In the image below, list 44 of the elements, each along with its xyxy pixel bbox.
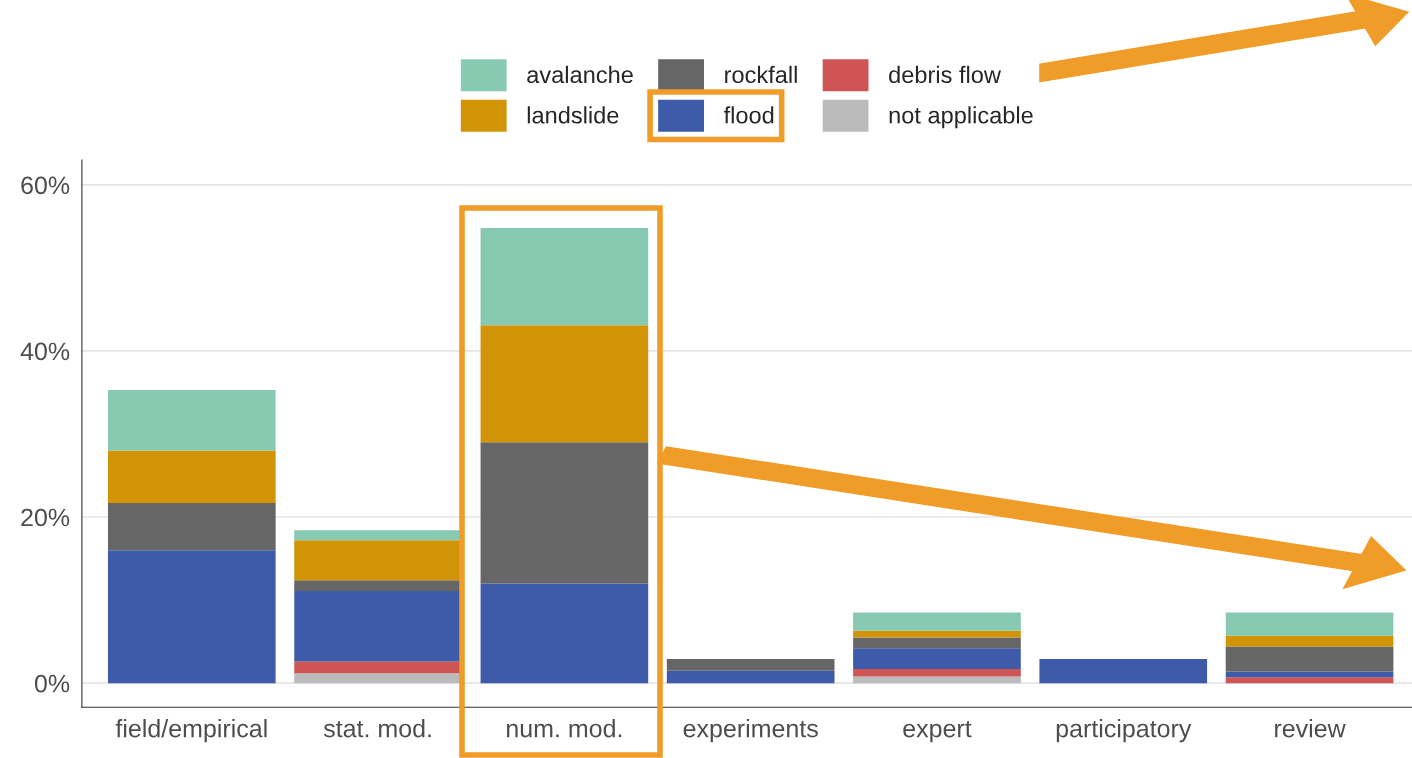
y-tick-label: 60% (21, 176, 70, 195)
y-tick-label: 40% (20, 342, 70, 361)
legend-label: flood (723, 106, 774, 124)
y-tick-label: 20% (21, 508, 70, 527)
legend-label: rockfall (725, 65, 797, 84)
bar (294, 661, 462, 674)
bar (666, 659, 835, 671)
bar (107, 450, 276, 503)
bar (666, 670, 835, 684)
bar (294, 540, 462, 581)
bar (294, 530, 462, 541)
legend-label: debris flow (889, 65, 1001, 84)
bar (107, 502, 276, 551)
legend-label: landslide (527, 106, 619, 124)
y-tick-label: 0% (34, 674, 70, 693)
bar (480, 325, 649, 443)
bar (294, 590, 462, 662)
legend-label: not applicable (889, 106, 1033, 129)
bar (853, 630, 1021, 638)
bar (853, 612, 1021, 631)
bar (294, 580, 462, 591)
x-tick-label: num. mod. (507, 719, 622, 738)
x-tick-label: participatory (1056, 719, 1192, 743)
bar (1225, 612, 1394, 636)
bar (853, 676, 1021, 684)
bar (853, 637, 1021, 649)
x-tick-label: review (1275, 719, 1346, 738)
x-tick-label: expert (903, 720, 972, 743)
bar (1225, 635, 1394, 647)
bar (480, 583, 649, 684)
bar (853, 669, 1021, 677)
bar (1225, 677, 1394, 684)
x-tick-label: stat. mod. (323, 719, 431, 738)
bar (480, 228, 649, 326)
bar (480, 442, 649, 584)
bar (294, 673, 462, 684)
bar (1039, 659, 1208, 684)
legend-label: avalanche (527, 65, 633, 84)
x-tick-label: field/empirical (115, 719, 267, 743)
bar (853, 648, 1021, 670)
bar (1225, 646, 1394, 672)
bar (107, 550, 276, 684)
x-tick-label: experiments (683, 719, 818, 743)
bar (107, 389, 276, 451)
